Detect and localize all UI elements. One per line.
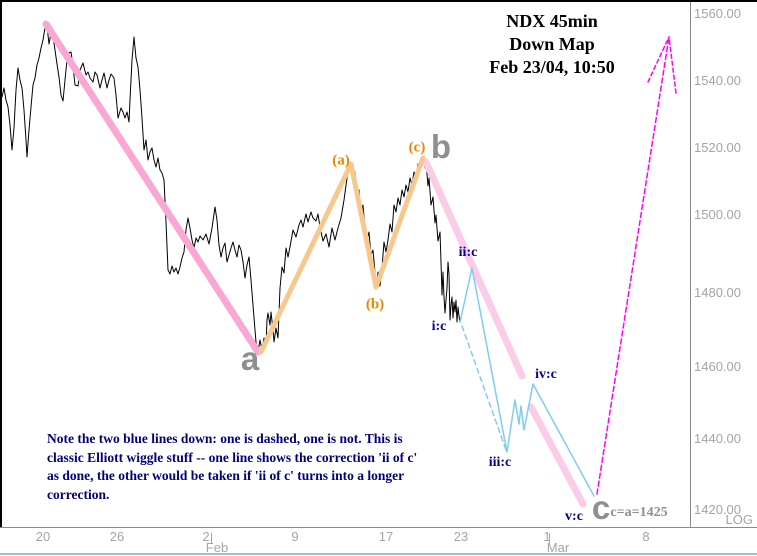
subwave-c-label: (c) bbox=[408, 139, 426, 156]
y-tick-label: 1420.00 bbox=[694, 502, 741, 517]
price-line bbox=[1, 25, 461, 353]
window-left-border bbox=[0, 0, 2, 527]
x-tick-label: 1 bbox=[543, 529, 551, 544]
x-tick-label: 2 bbox=[202, 529, 210, 544]
trend-line-down-major bbox=[42, 20, 262, 356]
title-map-type: Down Map bbox=[509, 34, 595, 54]
window-top-border bbox=[0, 0, 757, 2]
subwave-a-label: (a) bbox=[332, 152, 350, 169]
projection-arrowhead-right bbox=[668, 36, 677, 94]
y-tick-label: 1540.00 bbox=[694, 73, 741, 88]
month-label: Feb bbox=[205, 540, 229, 555]
analyst-note-line: correction. bbox=[47, 486, 110, 502]
month-tick-mark bbox=[211, 533, 212, 543]
x-axis-line bbox=[0, 527, 757, 528]
y-tick-label: 1500.00 bbox=[694, 207, 741, 222]
month-label: Mar bbox=[546, 540, 570, 555]
log-scale-label: LOG bbox=[725, 512, 753, 527]
title-datetime: Feb 23/04, 10:50 bbox=[489, 57, 615, 77]
analyst-note-line: as done, the other would be taken if 'ii… bbox=[47, 468, 405, 483]
wave-c-projection-solid bbox=[459, 267, 595, 497]
wave-b-label: b bbox=[430, 128, 452, 165]
wave-iv-of-c-label: iv:c bbox=[535, 367, 557, 382]
x-tick-label: 23 bbox=[453, 529, 469, 544]
wave-a-label: a bbox=[240, 340, 260, 377]
y-axis-line bbox=[690, 2, 691, 528]
wave-v-of-c-label: v:c bbox=[565, 509, 583, 524]
x-tick-label: 17 bbox=[378, 529, 394, 544]
y-tick-label: 1520.00 bbox=[694, 140, 741, 155]
y-tick-label: 1560.00 bbox=[694, 6, 741, 21]
abc-zigzag bbox=[258, 155, 426, 355]
y-tick-label: 1440.00 bbox=[694, 431, 741, 446]
window-bottom-edge bbox=[0, 553, 757, 555]
map-line-b-down-lower bbox=[527, 403, 587, 508]
price-target-label: c=a=1425 bbox=[610, 505, 668, 520]
projection-arrowhead-left bbox=[647, 36, 670, 83]
wave-iii-of-c-label: iii:c bbox=[488, 455, 512, 470]
x-tick-label: 9 bbox=[291, 529, 299, 544]
map-line-b-down-upper bbox=[422, 158, 526, 380]
analyst-note-line: classic Elliott wiggle stuff -- one line… bbox=[47, 449, 418, 465]
x-tick-label: 8 bbox=[642, 529, 650, 544]
chart-title: NDX 45min Down Map Feb 23/04, 10:50 bbox=[489, 10, 615, 79]
title-symbol-timeframe: NDX 45min bbox=[506, 11, 598, 31]
wave-ii-of-c-label: ii:c bbox=[458, 245, 478, 260]
analyst-note-line: Note the two blue lines down: one is das… bbox=[47, 431, 403, 446]
x-tick-label: 26 bbox=[109, 529, 125, 544]
month-tick-mark bbox=[549, 533, 550, 543]
wave-ii-alternate-dashed bbox=[461, 325, 507, 451]
wave-i-of-c-label: i:c bbox=[431, 319, 447, 334]
y-tick-label: 1460.00 bbox=[694, 359, 741, 374]
y-tick-label: 1480.00 bbox=[694, 285, 741, 300]
wave-c-label: c bbox=[591, 489, 611, 526]
subwave-b-label: (b) bbox=[365, 296, 385, 313]
projection-arrow-shaft bbox=[596, 36, 670, 495]
x-tick-label: 20 bbox=[35, 529, 51, 544]
analyst-note: Note the two blue lines down: one is das… bbox=[47, 430, 457, 504]
